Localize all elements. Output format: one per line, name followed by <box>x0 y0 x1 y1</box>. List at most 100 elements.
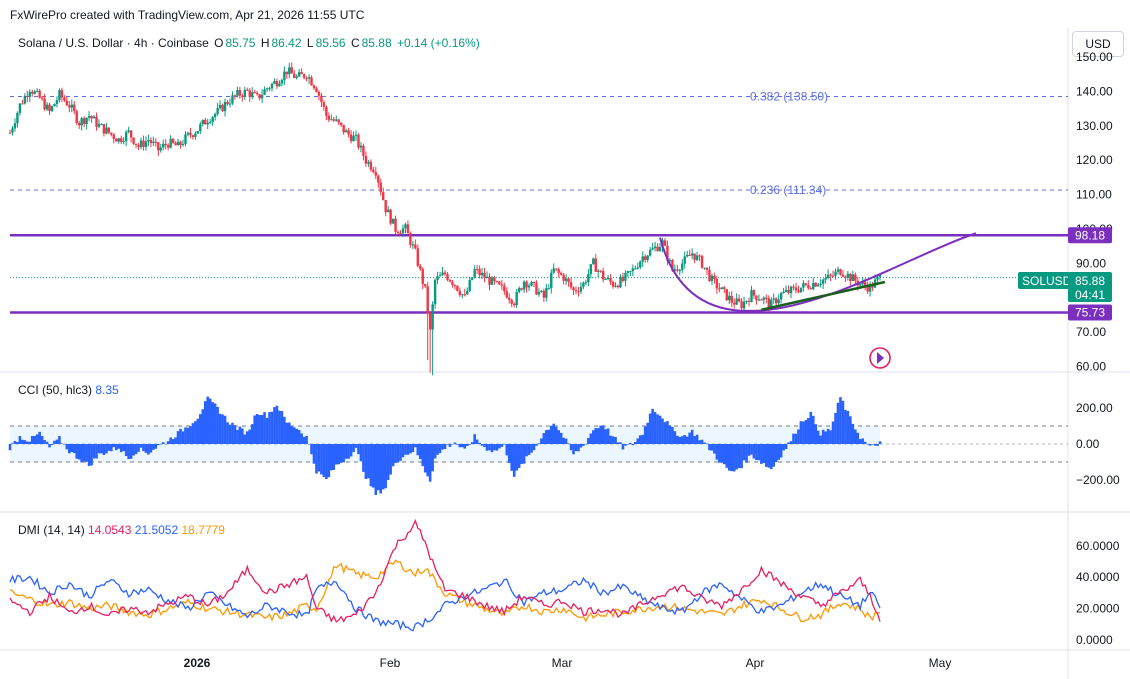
candle-body[interactable] <box>532 281 536 283</box>
candle-body[interactable] <box>787 289 790 293</box>
candle-body[interactable] <box>525 281 528 288</box>
candle-body[interactable] <box>347 130 350 135</box>
currency-button[interactable]: USD <box>1072 31 1124 57</box>
candle-body[interactable] <box>424 284 427 287</box>
candle-body[interactable] <box>73 104 76 112</box>
candle-body[interactable] <box>401 228 405 234</box>
candle-body[interactable] <box>799 287 803 293</box>
candle-body[interactable] <box>357 134 360 148</box>
candle-body[interactable] <box>300 72 303 75</box>
candle-body[interactable] <box>483 272 486 279</box>
candle-body[interactable] <box>614 285 617 287</box>
candle-body[interactable] <box>152 141 155 144</box>
cci-name[interactable]: CCI (50, hlc3) <box>18 383 93 397</box>
candle-body[interactable] <box>802 283 805 288</box>
candle-body[interactable] <box>673 269 677 271</box>
dmi-name[interactable]: DMI (14, 14) <box>18 523 85 537</box>
candle-body[interactable] <box>668 260 672 262</box>
candle-body[interactable] <box>428 313 432 330</box>
candle-body[interactable] <box>132 137 135 144</box>
candle-body[interactable] <box>826 274 830 278</box>
candle-body[interactable] <box>829 274 832 276</box>
candle-body[interactable] <box>87 115 91 118</box>
candle-body[interactable] <box>698 255 701 257</box>
candle-body[interactable] <box>508 297 511 300</box>
candle-body[interactable] <box>293 73 296 78</box>
candle-body[interactable] <box>545 288 548 298</box>
candle-body[interactable] <box>90 115 93 119</box>
candle-body[interactable] <box>364 155 368 164</box>
candle-body[interactable] <box>503 285 506 292</box>
candle-body[interactable] <box>97 124 101 127</box>
candle-body[interactable] <box>120 138 123 142</box>
candle-body[interactable] <box>40 97 44 99</box>
candle-body[interactable] <box>715 278 719 289</box>
candle-body[interactable] <box>416 248 420 266</box>
candle-body[interactable] <box>750 290 753 302</box>
candle-body[interactable] <box>495 281 499 283</box>
candle-body[interactable] <box>688 255 691 257</box>
candle-body[interactable] <box>379 182 382 193</box>
candle-body[interactable] <box>562 274 565 281</box>
replay-icon[interactable] <box>869 347 891 369</box>
candle-body[interactable] <box>601 271 605 280</box>
candle-body[interactable] <box>814 282 817 287</box>
candle-body[interactable] <box>411 244 415 246</box>
candle-body[interactable] <box>846 273 850 278</box>
candle-body[interactable] <box>782 291 785 294</box>
candle-body[interactable] <box>732 302 736 305</box>
candle-body[interactable] <box>179 141 182 146</box>
candle-body[interactable] <box>238 90 242 96</box>
candle-body[interactable] <box>547 288 551 290</box>
candle-body[interactable] <box>127 130 130 132</box>
candle-body[interactable] <box>82 118 86 125</box>
candle-body[interactable] <box>280 80 284 84</box>
candle-body[interactable] <box>683 256 686 264</box>
candle-body[interactable] <box>708 269 711 281</box>
candle-body[interactable] <box>651 248 654 250</box>
candle-body[interactable] <box>752 290 756 296</box>
candle-body[interactable] <box>671 260 674 271</box>
candle-body[interactable] <box>137 145 140 148</box>
candle-body[interactable] <box>433 279 437 305</box>
candle-body[interactable] <box>278 83 281 87</box>
candle-body[interactable] <box>505 291 508 298</box>
candle-body[interactable] <box>804 283 808 285</box>
candle-body[interactable] <box>713 275 716 279</box>
candle-body[interactable] <box>728 295 731 301</box>
candle-body[interactable] <box>68 105 71 108</box>
candle-body[interactable] <box>70 104 73 108</box>
candle-body[interactable] <box>609 277 612 282</box>
candle-body[interactable] <box>619 276 622 288</box>
candle-body[interactable] <box>191 135 195 137</box>
candle-body[interactable] <box>13 123 17 129</box>
candle-body[interactable] <box>643 256 647 260</box>
candle-body[interactable] <box>812 282 815 289</box>
symbol-name[interactable]: Solana / U.S. Dollar · 4h · Coinbase <box>18 36 209 50</box>
candle-body[interactable] <box>606 277 610 280</box>
candle-body[interactable] <box>112 134 116 139</box>
candle-body[interactable] <box>406 224 410 234</box>
candle-body[interactable] <box>807 284 810 289</box>
candle-body[interactable] <box>297 72 301 77</box>
candle-body[interactable] <box>757 299 761 301</box>
candle-body[interactable] <box>705 267 709 270</box>
candle-body[interactable] <box>653 246 657 249</box>
candle-body[interactable] <box>8 132 12 134</box>
candle-body[interactable] <box>23 95 27 104</box>
candle-body[interactable] <box>327 115 331 120</box>
candle-body[interactable] <box>80 118 83 126</box>
candle-body[interactable] <box>794 287 798 291</box>
candle-body[interactable] <box>134 143 138 146</box>
candle-body[interactable] <box>11 128 14 133</box>
candle-body[interactable] <box>817 284 820 287</box>
candle-body[interactable] <box>409 233 412 245</box>
candle-body[interactable] <box>579 286 583 292</box>
candle-body[interactable] <box>18 103 22 113</box>
candle-body[interactable] <box>493 277 496 282</box>
candle-body[interactable] <box>367 161 370 164</box>
candle-body[interactable] <box>288 67 291 75</box>
candle-body[interactable] <box>478 269 481 276</box>
candle-body[interactable] <box>626 271 630 273</box>
candle-body[interactable] <box>147 139 150 142</box>
